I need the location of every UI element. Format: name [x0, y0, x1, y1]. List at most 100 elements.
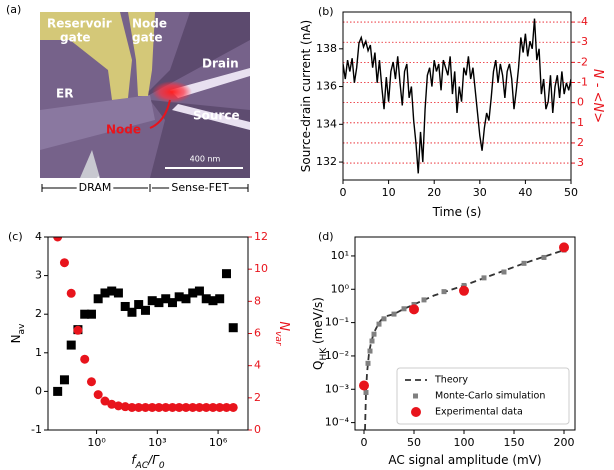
- circle-marker: [73, 325, 83, 335]
- axes-frame: [342, 11, 572, 181]
- label: 400 nm: [190, 155, 221, 164]
- axes-frame: [354, 236, 576, 431]
- square-marker: [441, 289, 447, 295]
- x-tick-label: 100: [454, 436, 475, 449]
- circle-marker: [154, 402, 164, 412]
- circle-marker: [188, 402, 198, 412]
- square-marker: [167, 298, 177, 308]
- y-tick-label: 0: [35, 384, 42, 397]
- circle-marker: [59, 258, 69, 268]
- node-gate-shape: [128, 12, 155, 96]
- reservoir-gate-shape: [40, 12, 132, 100]
- x-tick-label: 50: [564, 186, 578, 199]
- electrode-line: [172, 104, 250, 130]
- circle-marker: [80, 354, 90, 364]
- circle-marker: [221, 402, 231, 412]
- square-marker: [401, 306, 407, 312]
- x-tick-label: 200: [554, 436, 575, 449]
- circle-marker: [167, 402, 177, 412]
- square-marker: [147, 296, 157, 306]
- panel-label: (b): [318, 5, 334, 18]
- legend-label: Experimental data: [435, 407, 523, 418]
- circle-marker: [559, 242, 569, 253]
- y-axis-label: QHK (meV/s): [311, 297, 329, 370]
- square-marker: [521, 260, 527, 266]
- panel-label: (c): [8, 230, 23, 243]
- circle-marker: [409, 304, 419, 315]
- square-marker: [53, 386, 63, 396]
- y2-tick-label: 2: [254, 391, 261, 404]
- square-marker: [161, 294, 171, 304]
- y2-tick-label: 4: [254, 359, 261, 372]
- circle-marker: [66, 288, 76, 298]
- square-marker: [174, 292, 184, 302]
- x-tick-label: 10⁶: [209, 436, 228, 449]
- square-marker: [134, 300, 144, 310]
- sense-fet-label: Sense-FET: [171, 181, 228, 194]
- y2-tick-label: 8: [254, 294, 261, 307]
- square-marker: [376, 321, 382, 327]
- circle-marker: [113, 401, 123, 411]
- circle-marker: [161, 402, 171, 412]
- region-brackets: [41, 184, 249, 192]
- circle-marker: [100, 396, 110, 406]
- square-marker: [381, 316, 387, 322]
- x-axis-label: Time (s): [432, 205, 482, 219]
- circle-marker: [127, 402, 137, 412]
- axes-frame: [47, 236, 249, 431]
- y-axis-label: Source-drain current (nA): [299, 20, 313, 172]
- circle-marker: [174, 402, 184, 412]
- y-tick-label: 136: [316, 80, 337, 93]
- circle-marker: [53, 237, 63, 242]
- square-marker: [365, 360, 371, 366]
- label: Node: [106, 123, 141, 137]
- square-marker: [215, 294, 225, 304]
- sem-image: Reservoir gate Node gate Drain ER Node S…: [40, 12, 250, 178]
- square-marker: [194, 286, 204, 296]
- y-tick-label: 10¹: [331, 249, 349, 262]
- node-arrow: [149, 99, 171, 129]
- square-marker: [100, 288, 110, 298]
- label: gate: [60, 31, 91, 45]
- y2-tick-label: 3: [577, 156, 584, 169]
- y-tick-label: 2: [35, 307, 42, 320]
- circle-marker: [194, 402, 204, 412]
- circle-marker: [201, 402, 211, 412]
- legend-swatch: [413, 393, 418, 399]
- x-tick-label: 10: [382, 186, 396, 199]
- square-marker: [113, 288, 123, 298]
- square-marker: [127, 307, 137, 317]
- y-tick-label: 10⁻¹: [325, 316, 349, 329]
- x-tick-label: 40: [518, 186, 532, 199]
- plot-area: [343, 18, 571, 174]
- square-marker: [140, 305, 150, 315]
- square-marker: [154, 298, 164, 308]
- y-tick-label: 138: [316, 42, 337, 55]
- y2-axis-label: N - <N>: [591, 69, 606, 123]
- square-marker: [107, 286, 117, 296]
- circle-marker: [208, 402, 218, 412]
- circle-marker: [86, 377, 96, 387]
- legend-swatch: [411, 407, 421, 417]
- label: Node: [132, 17, 167, 31]
- y-tick-label: 10⁰: [331, 282, 350, 295]
- circle-marker: [93, 390, 103, 400]
- y2-tick-label: -1: [577, 76, 588, 89]
- y-tick-label: 132: [316, 155, 337, 168]
- y-tick-label: 1: [35, 346, 42, 359]
- legend-box: [396, 367, 570, 425]
- y2-tick-label: 12: [254, 230, 268, 243]
- square-marker: [367, 348, 373, 354]
- bright-flake: [80, 150, 100, 178]
- y2-tick-label: -3: [577, 35, 588, 48]
- data-line: [364, 249, 565, 430]
- square-marker: [369, 338, 375, 344]
- circle-marker: [181, 402, 191, 412]
- y2-axis-label: Nvar: [274, 321, 292, 347]
- x-tick-label: 0: [340, 186, 347, 199]
- y-axis-label: Nav: [9, 323, 27, 343]
- legend-label: Monte-Carlo simulation: [435, 391, 545, 402]
- y2-tick-label: 0: [254, 423, 261, 436]
- square-marker: [391, 311, 397, 317]
- circle-marker: [140, 402, 150, 412]
